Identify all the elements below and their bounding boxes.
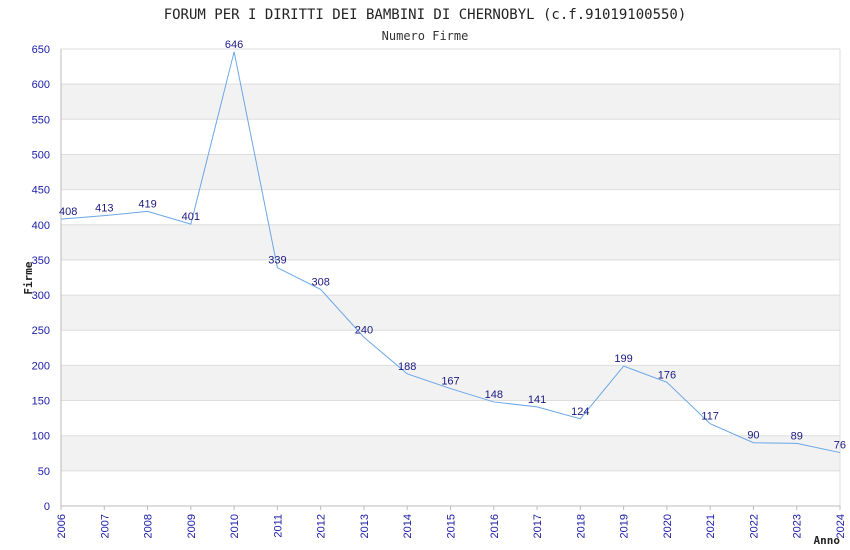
x-tick-label: 2020 xyxy=(662,514,674,538)
x-tick-label: 2014 xyxy=(402,514,414,538)
x-tick-label: 2017 xyxy=(532,514,544,538)
plot-band xyxy=(61,435,840,471)
x-tick-label: 2021 xyxy=(705,514,717,538)
y-tick-label: 200 xyxy=(32,360,50,372)
data-label: 117 xyxy=(701,411,719,423)
plot-bands xyxy=(61,84,840,471)
chart-title: FORUM PER I DIRITTI DEI BAMBINI DI CHERN… xyxy=(164,7,687,23)
data-label: 646 xyxy=(225,39,243,51)
plot-band xyxy=(61,224,840,260)
x-tick-label: 2012 xyxy=(316,514,328,538)
data-label: 413 xyxy=(95,203,113,215)
data-label: 308 xyxy=(311,276,329,288)
y-tick-labels: 0 50 100 150 200 250 300 350 400 450 500 550 600 650 xyxy=(32,44,50,513)
data-label: 176 xyxy=(658,369,676,381)
y-tick-label: 300 xyxy=(32,290,50,302)
x-tick-label: 2018 xyxy=(575,514,587,538)
x-tick-label: 2008 xyxy=(143,514,155,538)
data-label: 90 xyxy=(747,430,759,442)
x-tick-label: 2019 xyxy=(619,514,631,538)
data-label: 419 xyxy=(138,198,156,210)
data-label: 76 xyxy=(834,440,846,452)
x-tick-label: 2013 xyxy=(359,514,371,538)
data-label: 401 xyxy=(182,211,200,223)
y-tick-label: 100 xyxy=(32,431,50,443)
x-axis-label: Anno xyxy=(814,534,841,547)
y-tick-label: 0 xyxy=(44,501,50,513)
y-tick-label: 550 xyxy=(32,114,50,126)
y-tick-label: 600 xyxy=(32,79,50,91)
data-label: 141 xyxy=(528,394,546,406)
chart-subtitle: Numero Firme xyxy=(382,29,469,43)
data-label: 240 xyxy=(355,324,373,336)
y-tick-label: 250 xyxy=(32,325,50,337)
x-tick-label: 2022 xyxy=(748,514,760,538)
x-tick-label: 2010 xyxy=(229,514,241,538)
y-tick-label: 650 xyxy=(32,44,50,56)
y-tick-label: 400 xyxy=(32,220,50,232)
y-tick-label: 350 xyxy=(32,255,50,267)
y-axis-label: Firme xyxy=(22,261,35,294)
data-label: 148 xyxy=(485,389,503,401)
data-label: 199 xyxy=(614,353,632,365)
x-tick-label: 2007 xyxy=(99,514,111,538)
series-line xyxy=(60,51,841,454)
x-tick-label: 2024 xyxy=(835,514,847,538)
x-tick-label: 2009 xyxy=(186,514,198,538)
x-tick-label: 2015 xyxy=(446,514,458,538)
grid-lines xyxy=(61,48,841,507)
x-tick-labels: 2006 2007 2008 2009 2010 2011 2012 2013 2014 2015… xyxy=(56,506,847,538)
plot-band xyxy=(61,154,840,190)
plot-band xyxy=(61,295,840,331)
y-tick-label: 500 xyxy=(32,149,50,161)
plot-band xyxy=(61,84,840,120)
x-tick-label: 2016 xyxy=(489,514,501,538)
data-label: 188 xyxy=(398,361,416,373)
y-tick-label: 50 xyxy=(38,466,50,478)
data-label: 89 xyxy=(791,430,803,442)
data-label: 339 xyxy=(268,255,286,267)
x-tick-label: 2011 xyxy=(272,514,284,538)
data-label: 124 xyxy=(571,406,589,418)
plot-band xyxy=(61,365,840,401)
data-label: 408 xyxy=(59,206,77,218)
y-tick-label: 450 xyxy=(32,185,50,197)
data-label: 167 xyxy=(441,376,459,388)
x-tick-label: 2006 xyxy=(56,514,68,538)
y-tick-label: 150 xyxy=(32,396,50,408)
data-labels: 408 413 419 401 646 339 308 240 188 167 148 141 124 1… xyxy=(59,39,846,452)
x-tick-label: 2023 xyxy=(792,514,804,538)
